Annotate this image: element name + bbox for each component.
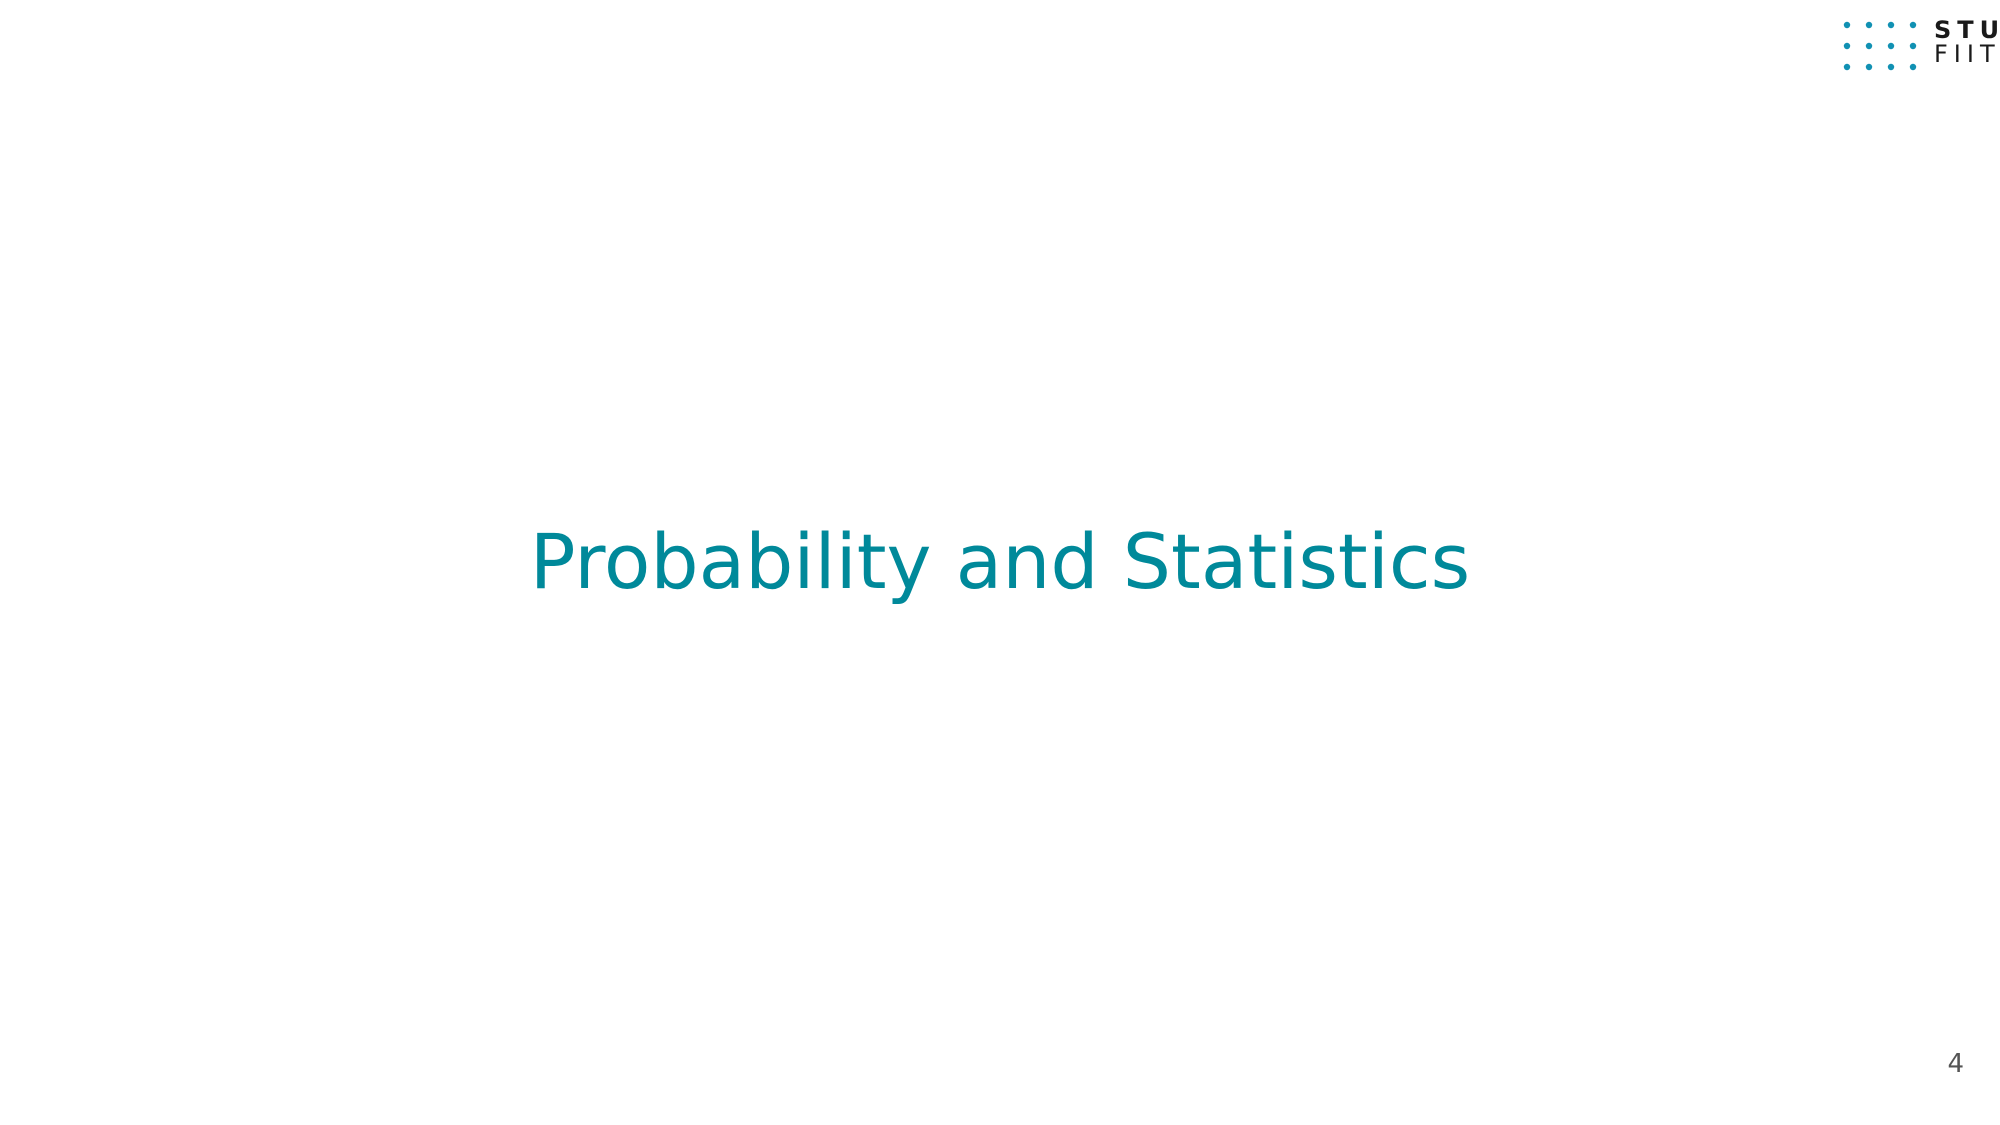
logo-line-fiit: FIIT (1934, 40, 2000, 68)
logo-dots-icon (1843, 21, 1917, 71)
stu-fiit-logo: STU FIIT (1843, 18, 1999, 74)
logo-wordmark: STU FIIT (1934, 18, 2000, 66)
slide-title: Probability and Statistics (529, 517, 1471, 606)
logo-line-stu: STU (1934, 16, 2000, 44)
page-number: 4 (1947, 1049, 1964, 1079)
